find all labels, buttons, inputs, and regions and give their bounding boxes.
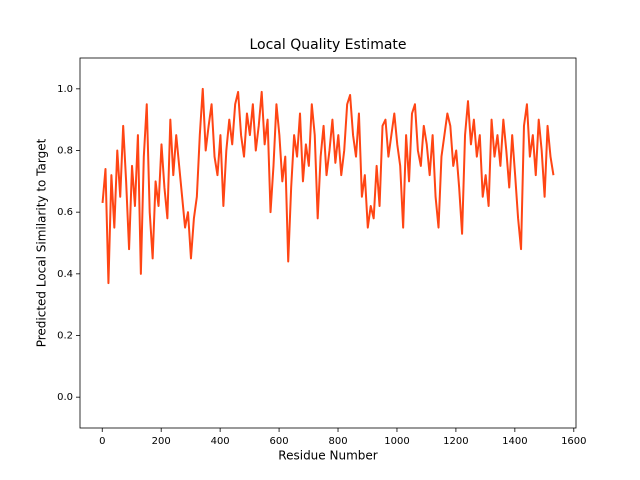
x-tick-label: 400	[211, 436, 230, 447]
y-tick-label: 0.4	[57, 269, 73, 280]
x-tick-label: 0	[99, 436, 105, 447]
y-tick-label: 0.8	[57, 146, 73, 157]
x-tick-label: 1200	[443, 436, 468, 447]
y-tick-label: 0.2	[57, 331, 73, 342]
x-axis-label: Residue Number	[278, 449, 377, 463]
x-tick-label: 800	[328, 436, 347, 447]
plot-frame	[79, 57, 577, 429]
x-tick-label: 1600	[561, 436, 586, 447]
x-tick-label: 1000	[384, 436, 409, 447]
chart-title: Local Quality Estimate	[249, 37, 406, 53]
data-line	[101, 87, 555, 285]
y-tick-label: 0.6	[57, 207, 73, 218]
y-axis-label: Predicted Local Similarity to Target	[35, 138, 49, 347]
x-tick-label: 1400	[502, 436, 527, 447]
x-tick-label: 200	[152, 436, 171, 447]
y-tick-label: 0.0	[57, 392, 73, 403]
x-tick-label: 600	[270, 436, 289, 447]
y-tick-label: 1.0	[57, 84, 73, 95]
